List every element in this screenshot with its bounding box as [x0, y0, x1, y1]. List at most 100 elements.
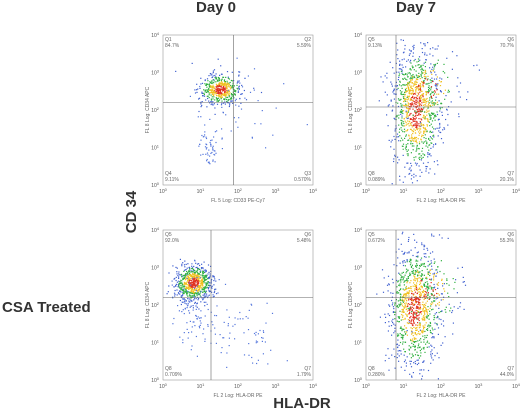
y-tick-label: 100: [354, 376, 363, 384]
event-dot: [413, 289, 416, 291]
event-dot: [423, 317, 425, 319]
event-dot: [413, 273, 415, 275]
event-dot: [416, 292, 418, 294]
event-dot: [390, 325, 393, 327]
x-tick-label: 104: [512, 382, 520, 390]
event-dot: [388, 369, 390, 371]
event-dot: [418, 148, 420, 150]
event-dot: [220, 80, 223, 82]
event-dot: [189, 320, 191, 322]
event-dot: [440, 103, 442, 105]
event-dot: [445, 95, 447, 97]
event-dot: [421, 270, 423, 272]
event-dot: [193, 299, 195, 301]
event-dot: [192, 273, 194, 275]
event-dot: [198, 263, 200, 265]
event-dot: [412, 270, 414, 272]
event-dot: [428, 154, 430, 156]
event-dot: [222, 76, 225, 78]
event-dot: [419, 88, 421, 90]
event-dot: [421, 48, 423, 50]
event-dot: [183, 332, 185, 334]
event-dot: [422, 308, 424, 310]
event-dot: [428, 102, 430, 104]
event-dot: [420, 75, 422, 77]
event-dot: [191, 265, 193, 267]
event-dot: [414, 273, 416, 275]
event-dot: [205, 270, 207, 272]
event-dot: [410, 298, 412, 300]
event-dot: [418, 287, 420, 289]
event-dot: [412, 77, 414, 79]
event-dot: [452, 278, 454, 280]
event-dot: [414, 291, 416, 293]
event-dot: [412, 131, 415, 133]
event-dot: [417, 345, 419, 347]
event-dot: [256, 341, 259, 343]
event-dot: [194, 292, 196, 295]
event-dot: [238, 87, 240, 90]
event-dot: [416, 264, 418, 266]
event-dot: [422, 316, 424, 318]
event-dot: [415, 314, 417, 316]
event-dot: [415, 298, 418, 300]
event-dot: [422, 72, 424, 74]
event-dot: [408, 345, 410, 347]
event-dot: [422, 291, 424, 293]
event-dot: [408, 349, 410, 351]
event-dot: [413, 298, 416, 301]
event-dot: [425, 343, 427, 345]
event-dot: [227, 91, 229, 93]
tick-exponent: 0: [368, 382, 371, 387]
event-dot: [416, 252, 418, 254]
event-dot: [195, 314, 197, 317]
tick-base: 10: [354, 146, 360, 152]
event-dot: [201, 267, 203, 269]
event-dot: [212, 75, 214, 77]
event-dot: [191, 280, 193, 282]
event-dot: [441, 111, 443, 113]
event-dot: [196, 282, 198, 284]
event-dot: [418, 317, 420, 319]
event-dot: [231, 94, 234, 96]
event-dot: [394, 356, 396, 358]
event-dot: [197, 275, 199, 277]
event-dot: [428, 85, 430, 87]
event-dot: [410, 290, 412, 292]
event-dot: [437, 266, 439, 268]
event-dot: [209, 290, 212, 292]
event-dot: [213, 291, 215, 294]
event-dot: [401, 68, 403, 70]
event-dot: [400, 327, 402, 329]
event-dot: [207, 284, 210, 286]
event-dot: [434, 261, 436, 263]
event-dot: [234, 100, 236, 102]
event-dot: [426, 340, 429, 342]
event-dot: [436, 48, 438, 50]
event-dot: [410, 327, 412, 329]
event-dot: [398, 292, 400, 294]
event-dot: [208, 83, 210, 85]
event-dot: [422, 319, 424, 321]
event-dot: [393, 308, 395, 310]
event-dot: [179, 287, 181, 289]
event-dot: [405, 287, 407, 289]
event-dot: [455, 279, 457, 281]
event-dot: [402, 181, 404, 183]
event-dot: [418, 293, 421, 296]
event-dot: [410, 299, 413, 301]
event-dot: [431, 126, 434, 128]
event-dot: [416, 363, 418, 366]
event-dot: [425, 288, 427, 290]
event-dot: [212, 159, 214, 161]
event-dot: [216, 90, 218, 92]
event-dot: [430, 82, 432, 84]
event-dot: [204, 338, 206, 340]
event-dot: [433, 274, 435, 276]
event-dot: [219, 92, 221, 94]
x-axis-label: FL 2 Log: HLA-DR PE: [416, 198, 466, 204]
event-dot: [412, 45, 414, 48]
event-dot: [430, 278, 433, 280]
tick-exponent: 3: [277, 382, 280, 387]
event-dot: [428, 90, 430, 92]
